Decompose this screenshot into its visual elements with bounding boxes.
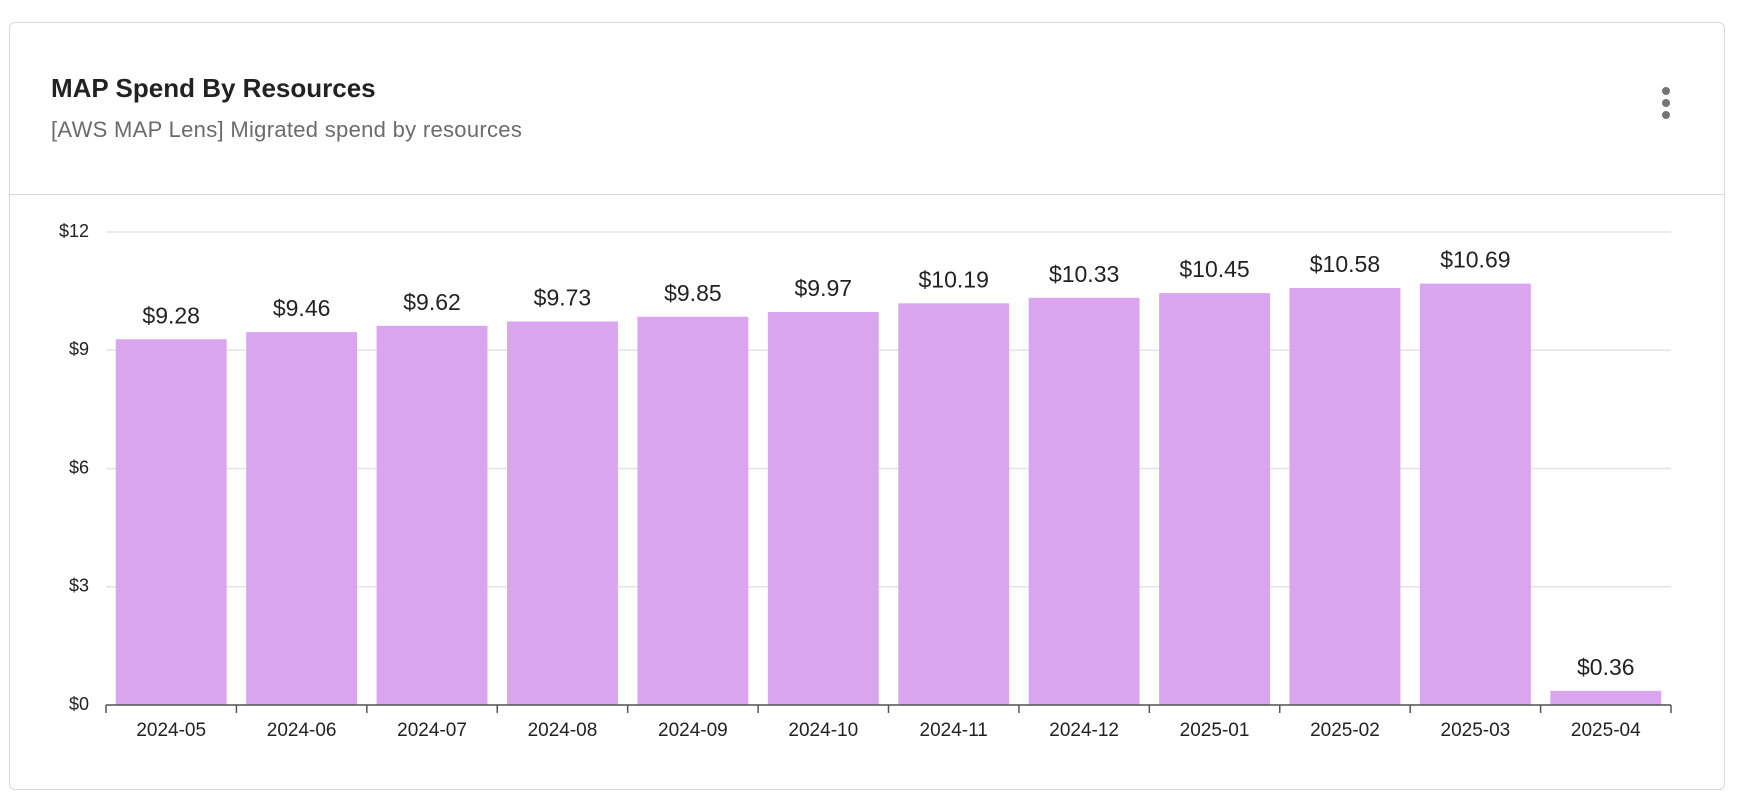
- x-tick-label: 2024-06: [267, 720, 337, 741]
- value-label: $0.36: [1577, 654, 1635, 680]
- x-tick-label: 2024-08: [528, 720, 598, 741]
- bar: [637, 316, 749, 705]
- value-label: $9.62: [403, 289, 461, 315]
- x-tick-label: 2024-05: [136, 720, 206, 741]
- x-tick-label: 2024-11: [920, 720, 988, 741]
- y-tick-label: $12: [59, 221, 89, 241]
- value-label: $10.45: [1179, 256, 1249, 282]
- x-tick-label: 2025-03: [1441, 720, 1511, 741]
- bar: [898, 303, 1010, 705]
- bar: [1550, 690, 1662, 705]
- x-tick-label: 2025-02: [1310, 720, 1380, 741]
- bar: [376, 325, 488, 705]
- bar: [1289, 287, 1401, 705]
- value-label: $10.19: [919, 266, 989, 292]
- chart-subtitle: [AWS MAP Lens] Migrated spend by resourc…: [51, 117, 523, 142]
- value-label: $9.97: [795, 275, 853, 301]
- bar: [1419, 283, 1531, 705]
- value-label: $10.33: [1049, 261, 1119, 287]
- y-tick-label: $0: [69, 694, 89, 714]
- bar: [767, 312, 879, 705]
- bar: [507, 321, 618, 705]
- y-tick-label: $9: [69, 339, 89, 359]
- x-tick-label: 2024-10: [788, 720, 858, 741]
- bar: [1159, 293, 1270, 705]
- chart-title: MAP Spend By Resources: [51, 73, 376, 103]
- x-tick-label: 2024-09: [658, 720, 728, 741]
- value-label: $10.69: [1440, 247, 1510, 273]
- x-tick-label: 2025-04: [1571, 720, 1641, 741]
- bar: [1028, 297, 1140, 705]
- x-tick-label: 2025-01: [1180, 720, 1250, 741]
- card: MAP Spend By Resources [AWS MAP Lens] Mi…: [9, 22, 1725, 790]
- value-label: $9.28: [142, 302, 200, 328]
- bar: [115, 339, 227, 705]
- value-label: $9.85: [664, 280, 722, 306]
- bar: [246, 332, 358, 705]
- y-tick-label: $6: [69, 457, 89, 477]
- x-tick-label: 2024-12: [1049, 720, 1119, 741]
- more-menu[interactable]: [1660, 87, 1672, 127]
- value-label: $9.73: [534, 285, 592, 311]
- card-header: MAP Spend By Resources [AWS MAP Lens] Mi…: [10, 23, 1724, 195]
- value-label: $10.58: [1310, 251, 1380, 277]
- y-tick-label: $3: [69, 576, 89, 596]
- x-tick-label: 2024-07: [397, 720, 467, 741]
- value-label: $9.46: [273, 295, 331, 321]
